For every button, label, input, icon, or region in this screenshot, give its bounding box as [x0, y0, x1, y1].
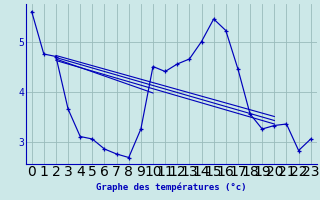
X-axis label: Graphe des températures (°c): Graphe des températures (°c)	[96, 182, 246, 192]
